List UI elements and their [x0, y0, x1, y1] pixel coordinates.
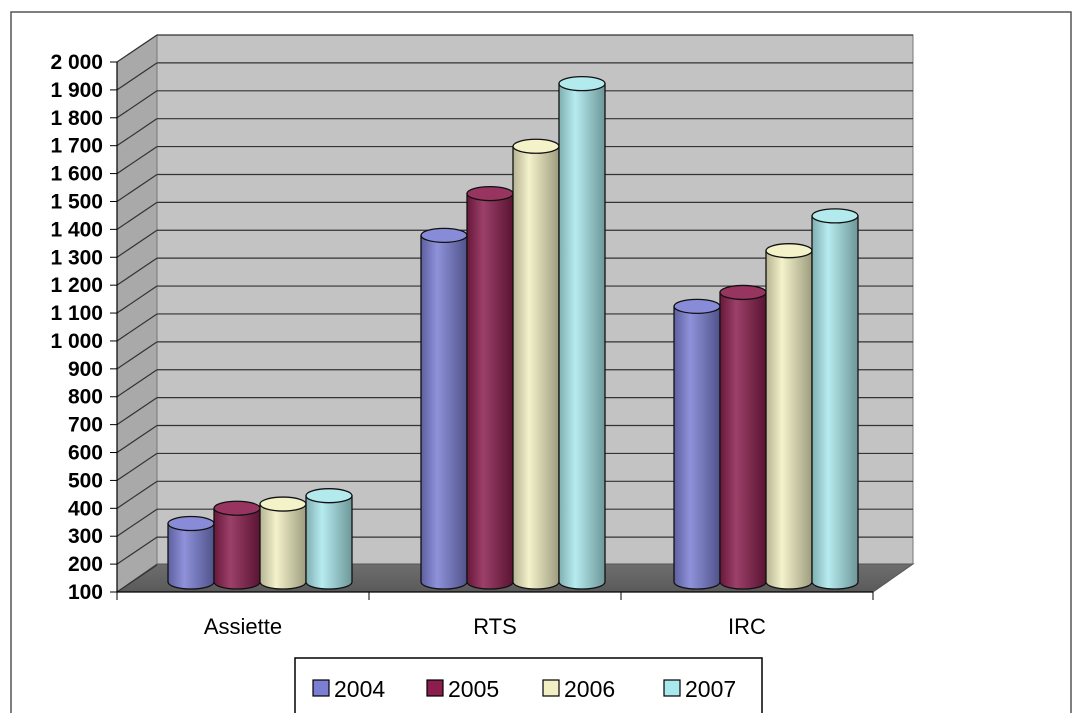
- bar-top: [259, 496, 307, 512]
- y-axis: 2 000 1 900 1 800 1 700 1 600 1 500 1 400 1 300…: [50, 51, 118, 604]
- bar-body: [558, 82, 606, 590]
- y-tick-label: 1 400: [50, 218, 103, 241]
- y-tick-label: 1 700: [50, 135, 103, 158]
- gridline-side: [116, 564, 158, 593]
- plot-side-wall: [116, 34, 158, 593]
- gridline-side: [116, 369, 158, 398]
- legend-label-2004: 2004: [334, 676, 385, 702]
- gridline-side: [116, 34, 158, 63]
- bar-2004-irc: [673, 298, 721, 590]
- bar-body: [673, 305, 721, 590]
- bar-top: [811, 208, 859, 224]
- bar-body: [765, 250, 813, 590]
- y-tick-label: 400: [68, 497, 103, 520]
- bars: [167, 75, 859, 590]
- bar-top: [558, 75, 606, 92]
- x-axis: Assiette RTS IRC: [116, 591, 874, 639]
- legend: 2004 2005 2006 2007: [312, 676, 736, 702]
- gridline-side: [116, 480, 158, 509]
- legend-swatch-2005: [426, 679, 444, 697]
- y-tick-label: 700: [68, 414, 103, 437]
- bar-2005-assiette: [213, 500, 261, 590]
- chart-frame: [10, 11, 1072, 718]
- gridline-side: [116, 146, 158, 175]
- legend-swatch-2006: [542, 679, 560, 697]
- bar-2005-irc: [719, 284, 767, 590]
- bar-2006-rts: [512, 138, 560, 590]
- y-tick-label: 1 300: [50, 246, 103, 269]
- bar-body: [259, 503, 307, 590]
- y-tick-label: 600: [68, 442, 103, 465]
- bar-body: [420, 234, 468, 590]
- gridline-side: [116, 173, 158, 202]
- gridline-side: [116, 229, 158, 258]
- y-tick-label: 900: [68, 358, 103, 381]
- y-tick-label: 1 100: [50, 302, 103, 325]
- legend-box: [294, 657, 763, 718]
- bar-top: [466, 185, 514, 202]
- gridline-side: [116, 536, 158, 565]
- gridline-side: [116, 508, 158, 537]
- gridline-side: [116, 397, 158, 426]
- gridline-side: [116, 90, 158, 119]
- legend-label-2007: 2007: [685, 676, 736, 702]
- x-tick-label: Assiette: [204, 614, 282, 639]
- gridline-side: [116, 118, 158, 147]
- x-tick-label: RTS: [473, 614, 517, 639]
- x-tick-label: IRC: [728, 614, 766, 639]
- bar-2004-rts: [420, 227, 468, 590]
- legend-label-2005: 2005: [448, 676, 499, 702]
- gridline-side: [116, 341, 158, 370]
- bar-body: [305, 495, 353, 590]
- legend-label-2006: 2006: [564, 676, 615, 702]
- bar-2005-rts: [466, 185, 514, 590]
- y-tick-label: 800: [68, 386, 103, 409]
- bar-2007-irc: [811, 208, 859, 590]
- y-tick-label: 200: [68, 553, 103, 576]
- y-tick-label: 1 000: [50, 330, 103, 353]
- gridline-side: [116, 201, 158, 230]
- bar-2007-assiette: [305, 488, 353, 590]
- y-tick-label: 1 600: [50, 163, 103, 186]
- y-tick-label: 300: [68, 525, 103, 548]
- y-tick-label: 1 900: [50, 79, 103, 102]
- bar-body: [811, 215, 859, 590]
- y-tick-label: 500: [68, 469, 103, 492]
- bar-2006-assiette: [259, 496, 307, 590]
- bar-top: [765, 243, 813, 259]
- y-tick-label: 2 000: [50, 51, 103, 74]
- gridline-side: [116, 452, 158, 481]
- bar-top: [512, 138, 560, 154]
- bar-body: [213, 507, 261, 590]
- bar-body: [167, 522, 215, 590]
- y-tick-label: 1 500: [50, 190, 103, 213]
- legend-swatch-2007: [663, 679, 681, 697]
- bar-2006-irc: [765, 243, 813, 590]
- bar-top: [420, 227, 468, 244]
- y-tick-label: 1 200: [50, 274, 103, 297]
- bar-2007-rts: [558, 75, 606, 590]
- bar-top: [213, 500, 261, 516]
- bar-body: [466, 192, 514, 590]
- bar-body: [512, 145, 560, 590]
- gridline-side: [116, 257, 158, 286]
- bar-2004-assiette: [167, 515, 215, 590]
- bar-top: [167, 515, 215, 532]
- y-tick-label: 1 800: [50, 107, 103, 130]
- bar-body: [719, 291, 767, 590]
- bar-top: [305, 488, 353, 504]
- legend-swatch-2004: [312, 679, 330, 697]
- gridline-side: [116, 285, 158, 314]
- y-tick-label: 100: [68, 581, 103, 604]
- gridline-side: [116, 313, 158, 342]
- bar-top: [673, 298, 721, 315]
- gridline-side: [116, 62, 158, 91]
- gridline-side: [116, 425, 158, 454]
- bar-top: [719, 284, 767, 301]
